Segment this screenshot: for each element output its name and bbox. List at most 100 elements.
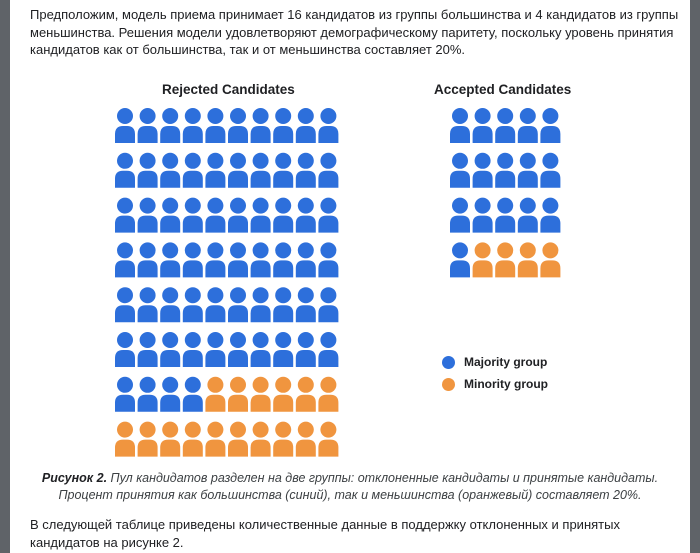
majority-person-icon bbox=[540, 197, 561, 233]
minority-person-icon bbox=[115, 421, 135, 457]
majority-person-icon bbox=[228, 108, 248, 143]
majority-person-icon bbox=[250, 287, 271, 323]
majority-person-icon bbox=[115, 332, 135, 367]
majority-person-icon bbox=[318, 287, 339, 323]
majority-person-icon bbox=[450, 152, 470, 188]
majority-person-icon bbox=[228, 242, 248, 278]
majority-person-icon bbox=[295, 242, 316, 278]
majority-person-icon bbox=[137, 197, 158, 233]
majority-person-icon bbox=[205, 287, 226, 323]
minority-person-icon bbox=[472, 242, 493, 278]
caption-label: Рисунок 2. bbox=[41, 471, 108, 485]
majority-person-icon bbox=[160, 197, 181, 233]
minority-person-icon bbox=[160, 421, 181, 457]
majority-person-icon bbox=[137, 242, 158, 278]
majority-person-icon bbox=[517, 108, 538, 143]
intro-paragraph: Предположим, модель приема принимает 16 … bbox=[30, 7, 679, 57]
majority-person-icon bbox=[115, 376, 135, 412]
majority-person-icon bbox=[318, 108, 339, 143]
majority-person-icon bbox=[273, 332, 294, 367]
majority-person-icon bbox=[137, 108, 158, 143]
majority-person-icon bbox=[495, 108, 516, 143]
majority-person-icon bbox=[182, 108, 203, 143]
minority-person-icon bbox=[228, 376, 248, 412]
minority-person-icon bbox=[318, 376, 339, 412]
majority-person-icon bbox=[137, 287, 158, 323]
majority-person-icon bbox=[273, 152, 294, 188]
majority-person-icon bbox=[115, 108, 135, 143]
minority-person-icon bbox=[205, 376, 226, 412]
majority-person-icon bbox=[182, 376, 203, 412]
majority-person-icon bbox=[205, 108, 226, 143]
majority-person-icon bbox=[450, 242, 470, 278]
majority-person-icon bbox=[250, 197, 271, 233]
minority-person-icon bbox=[273, 421, 294, 457]
majority-person-icon bbox=[295, 197, 316, 233]
majority-person-icon bbox=[250, 242, 271, 278]
majority-person-icon bbox=[450, 197, 470, 233]
majority-person-icon bbox=[273, 242, 294, 278]
majority-person-icon bbox=[540, 152, 561, 188]
majority-person-icon bbox=[160, 108, 181, 143]
majority-person-icon bbox=[115, 287, 135, 323]
minority-person-icon bbox=[273, 376, 294, 412]
majority-person-icon bbox=[472, 108, 493, 143]
minority-person-icon bbox=[318, 421, 339, 457]
minority-person-icon bbox=[250, 376, 271, 412]
majority-person-icon bbox=[160, 332, 181, 367]
minority-person-icon bbox=[250, 421, 271, 457]
minority-person-icon bbox=[495, 242, 516, 278]
majority-person-icon bbox=[318, 197, 339, 233]
majority-person-icon bbox=[115, 242, 135, 278]
majority-person-icon bbox=[295, 287, 316, 323]
majority-person-icon bbox=[205, 332, 226, 367]
majority-person-icon bbox=[250, 332, 271, 367]
majority-person-icon bbox=[472, 197, 493, 233]
majority-person-icon bbox=[182, 332, 203, 367]
figure-caption: Рисунок 2. Пул кандидатов разделен на дв… bbox=[40, 470, 660, 504]
minority-person-icon bbox=[517, 242, 538, 278]
caption-text: Пул кандидатов разделен на две группы: о… bbox=[58, 471, 659, 502]
majority-person-icon bbox=[250, 108, 271, 143]
majority-person-icon bbox=[137, 332, 158, 367]
majority-person-icon bbox=[115, 197, 135, 233]
majority-person-icon bbox=[295, 152, 316, 188]
majority-person-icon bbox=[450, 108, 470, 143]
majority-person-icon bbox=[517, 197, 538, 233]
page-frame-left bbox=[0, 0, 10, 553]
majority-person-icon bbox=[137, 376, 158, 412]
minority-person-icon bbox=[182, 421, 203, 457]
majority-person-icon bbox=[517, 152, 538, 188]
majority-person-icon bbox=[273, 108, 294, 143]
majority-person-icon bbox=[273, 197, 294, 233]
majority-person-icon bbox=[205, 242, 226, 278]
majority-person-icon bbox=[205, 152, 226, 188]
majority-person-icon bbox=[228, 332, 248, 367]
page-frame-right bbox=[690, 0, 700, 553]
majority-person-icon bbox=[160, 242, 181, 278]
majority-person-icon bbox=[115, 152, 135, 188]
majority-person-icon bbox=[182, 197, 203, 233]
majority-person-icon bbox=[495, 152, 516, 188]
minority-person-icon bbox=[205, 421, 226, 457]
majority-person-icon bbox=[472, 152, 493, 188]
majority-person-icon bbox=[228, 197, 248, 233]
majority-person-icon bbox=[205, 197, 226, 233]
majority-person-icon bbox=[160, 287, 181, 323]
majority-person-icon bbox=[182, 287, 203, 323]
majority-person-icon bbox=[228, 287, 248, 323]
majority-person-icon bbox=[228, 152, 248, 188]
majority-person-icon bbox=[495, 197, 516, 233]
majority-person-icon bbox=[318, 242, 339, 278]
majority-person-icon bbox=[295, 332, 316, 367]
majority-person-icon bbox=[250, 152, 271, 188]
following-paragraph: В следующей таблице приведены количестве… bbox=[30, 517, 620, 550]
majority-person-icon bbox=[182, 152, 203, 188]
majority-person-icon bbox=[318, 332, 339, 367]
majority-person-icon bbox=[160, 376, 181, 412]
majority-person-icon bbox=[182, 242, 203, 278]
minority-person-icon bbox=[540, 242, 561, 278]
majority-person-icon bbox=[160, 152, 181, 188]
